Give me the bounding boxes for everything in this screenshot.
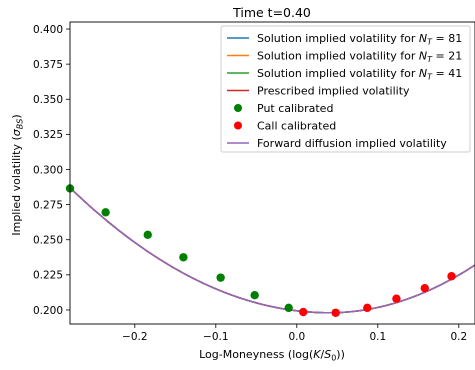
x-tick-label: 0.1 bbox=[369, 331, 386, 343]
series-lines bbox=[70, 187, 475, 314]
legend-label: Prescribed implied volatility bbox=[257, 85, 410, 98]
x-tick-label: −0.1 bbox=[203, 331, 229, 343]
y-tick-label: 0.300 bbox=[33, 164, 63, 176]
x-tick-label: 0.0 bbox=[288, 331, 305, 343]
plot-area bbox=[65, 21, 475, 325]
legend-label: Solution implied volatility for NT = 41 bbox=[257, 67, 462, 82]
put-calibrated-point bbox=[250, 291, 259, 300]
y-tick-label: 0.200 bbox=[33, 305, 63, 317]
y-axis-ticks: 0.200 0.225 0.250 0.275 0.300 0.325 0.350 0.375… bbox=[33, 24, 70, 317]
put-calibrated-point bbox=[101, 208, 110, 217]
y-tick-label: 0.325 bbox=[33, 129, 63, 141]
y-tick-label: 0.400 bbox=[33, 24, 63, 36]
put-calibrated-point bbox=[284, 303, 293, 313]
put-calibrated-point bbox=[216, 273, 225, 282]
x-axis-ticks: −0.2 −0.1 0.0 0.1 0.2 bbox=[122, 324, 467, 343]
call-calibrated-point bbox=[363, 303, 372, 313]
legend-swatch-marker bbox=[234, 121, 242, 130]
y-tick-label: 0.375 bbox=[33, 59, 63, 71]
x-axis-label: Log-Moneyness (log(K/S0)) bbox=[199, 348, 345, 363]
legend: Solution implied volatility for NT = 81 S… bbox=[220, 25, 471, 153]
call-calibrated-point bbox=[447, 272, 456, 281]
call-calibrated-point bbox=[331, 308, 340, 317]
legend-swatch-marker bbox=[234, 104, 242, 112]
x-tick-label: −0.2 bbox=[122, 331, 148, 343]
call-calibrated-point bbox=[299, 307, 308, 317]
put-calibrated-point bbox=[143, 230, 152, 240]
put-calibrated-point bbox=[179, 253, 188, 262]
legend-box bbox=[220, 25, 471, 153]
call-calibrated-point bbox=[420, 283, 429, 293]
call-calibrated-point bbox=[392, 294, 401, 303]
legend-label: Solution implied volatility for NT = 81 bbox=[257, 32, 462, 47]
axes-frame bbox=[69, 21, 475, 325]
y-tick-label: 0.350 bbox=[33, 94, 63, 106]
y-axis-label: Implied volatility (σBS) bbox=[10, 114, 25, 235]
legend-label: Forward diffusion implied volatility bbox=[257, 137, 447, 150]
x-tick-label: 0.2 bbox=[450, 331, 467, 343]
series-line-5 bbox=[70, 187, 475, 314]
y-tick-label: 0.275 bbox=[33, 199, 63, 211]
scatter-markers bbox=[65, 184, 456, 317]
y-tick-label: 0.250 bbox=[33, 235, 63, 247]
y-tick-label: 0.225 bbox=[33, 270, 63, 282]
chart-title: Time t=0.40 bbox=[232, 5, 311, 20]
legend-label: Put calibrated bbox=[257, 102, 333, 115]
legend-label: Solution implied volatility for NT = 21 bbox=[257, 50, 462, 65]
legend-label: Call calibrated bbox=[257, 120, 336, 133]
